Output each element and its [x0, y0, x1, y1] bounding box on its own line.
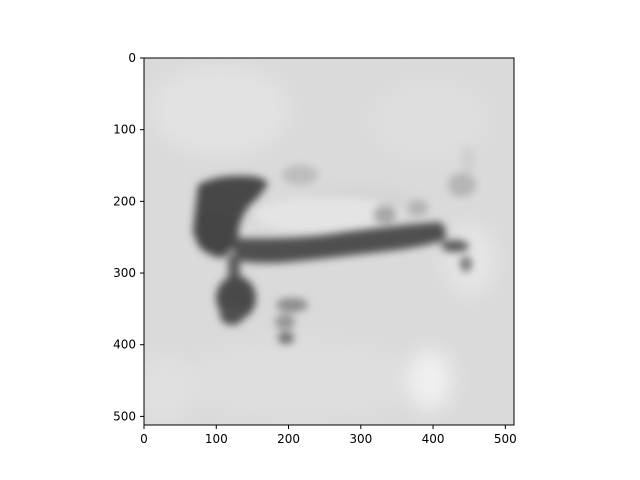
- dark-shapes: [193, 175, 472, 344]
- x-tick-label: 0: [140, 432, 148, 446]
- x-axis: 0 100 200 300 400 500: [140, 425, 517, 446]
- x-tick-label: 200: [277, 432, 300, 446]
- y-tick-label: 100: [113, 123, 136, 137]
- x-tick-label: 500: [494, 432, 517, 446]
- light-region: [255, 145, 476, 233]
- axes-frame: [143, 57, 515, 426]
- y-tick-label: 200: [113, 194, 136, 208]
- x-tick-label: 100: [205, 432, 228, 446]
- x-tick-label: 300: [349, 432, 372, 446]
- y-tick-label: 0: [128, 51, 136, 65]
- image-panel: [144, 58, 514, 425]
- y-tick-label: 500: [113, 409, 136, 423]
- y-tick-label: 300: [113, 266, 136, 280]
- y-tick-label: 400: [113, 338, 136, 352]
- y-axis: 0 100 200 300 400 500: [113, 51, 144, 423]
- x-tick-label: 400: [422, 432, 445, 446]
